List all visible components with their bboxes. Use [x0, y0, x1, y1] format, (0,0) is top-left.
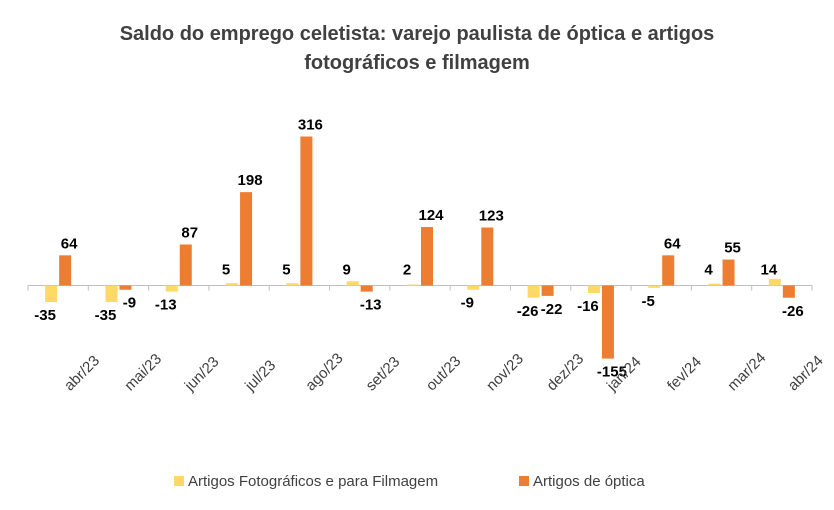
x-tick-label: nov/23	[483, 350, 527, 394]
legend: Artigos Fotográficos e para Filmagem Art…	[174, 473, 645, 490]
bar-photo	[708, 283, 721, 286]
x-tick-label: jun/23	[181, 353, 223, 395]
bar-photo	[768, 278, 781, 286]
x-tick-label: jul/23	[241, 357, 279, 395]
bar-optics	[722, 259, 735, 286]
bar-photo	[45, 285, 58, 303]
x-tick-label: abr/24	[785, 352, 827, 394]
data-label-photo: -35	[95, 307, 117, 324]
bar-optics	[601, 285, 614, 359]
chart-title-line-1: Saldo do emprego celetista: varejo pauli…	[120, 23, 715, 45]
bar-photo	[105, 285, 118, 303]
bar-optics	[59, 255, 72, 286]
bar-optics	[421, 227, 433, 286]
data-label-photo: 4	[704, 262, 713, 279]
bar-photo	[226, 283, 239, 286]
data-label-optics: 55	[724, 240, 741, 257]
data-label-photo: 14	[761, 262, 778, 279]
bar-optics	[541, 285, 554, 296]
chart-title-line-2: fotográficos e filmagem	[304, 52, 530, 74]
data-label-optics: -22	[541, 301, 563, 318]
bar-photo	[407, 284, 419, 286]
bar-optics	[782, 285, 795, 298]
bar-photo	[648, 285, 661, 288]
data-label-photo: -16	[577, 298, 599, 315]
x-tick-label: out/23	[423, 353, 465, 395]
data-label-optics: 123	[479, 208, 504, 225]
bar-photo	[286, 283, 299, 286]
data-label-optics: 64	[61, 235, 78, 252]
bar-photo	[165, 285, 178, 292]
bar-photo	[587, 285, 600, 294]
legend-swatch-photo	[174, 476, 184, 486]
data-label-photo: -5	[642, 293, 655, 310]
x-tick-label: mar/24	[724, 349, 769, 394]
legend-label-optics: Artigos de óptica	[533, 473, 645, 490]
x-tick-label: set/23	[362, 353, 403, 394]
data-label-optics: 87	[181, 224, 198, 241]
bar-optics	[360, 285, 373, 292]
plot-area: -35 64 abr/23 -35 -9 mai/23 -13 87 jun/23 5 198 jul…	[27, 117, 827, 395]
bar-optics	[240, 192, 253, 286]
data-label-photo: -35	[34, 307, 56, 324]
bar-optics	[300, 136, 313, 286]
legend-label-photo: Artigos Fotográficos e para Filmagem	[188, 473, 438, 490]
bar-optics	[179, 244, 192, 286]
data-label-optics: 316	[298, 117, 323, 134]
data-label-optics: -155	[597, 364, 627, 381]
legend-swatch-optics	[519, 476, 529, 486]
bar-photo	[527, 285, 540, 298]
x-tick-label: fev/24	[664, 353, 705, 394]
data-label-photo: -26	[517, 303, 539, 320]
data-label-photo: 2	[403, 262, 411, 279]
x-tick-label: mai/23	[121, 350, 165, 394]
bar-optics	[481, 227, 494, 286]
data-label-optics: -26	[782, 303, 804, 320]
data-label-photo: 5	[282, 262, 290, 279]
data-label-optics: 124	[418, 207, 444, 224]
data-label-photo: 5	[222, 262, 230, 279]
data-label-optics: -9	[123, 295, 136, 312]
data-label-optics: -13	[360, 297, 382, 314]
data-label-photo: 9	[343, 262, 351, 279]
x-tick-label: ago/23	[302, 350, 346, 394]
data-label-optics: 198	[238, 172, 263, 189]
x-tick-label: dez/23	[543, 350, 587, 394]
data-label-photo: -9	[461, 295, 474, 312]
bar-photo	[346, 281, 359, 286]
bar-photo	[467, 285, 480, 290]
data-label-optics: 64	[664, 235, 681, 252]
bar-optics	[119, 285, 132, 290]
bar-optics	[662, 255, 675, 286]
x-tick-label: abr/23	[61, 352, 103, 394]
data-label-photo: -13	[155, 297, 177, 314]
